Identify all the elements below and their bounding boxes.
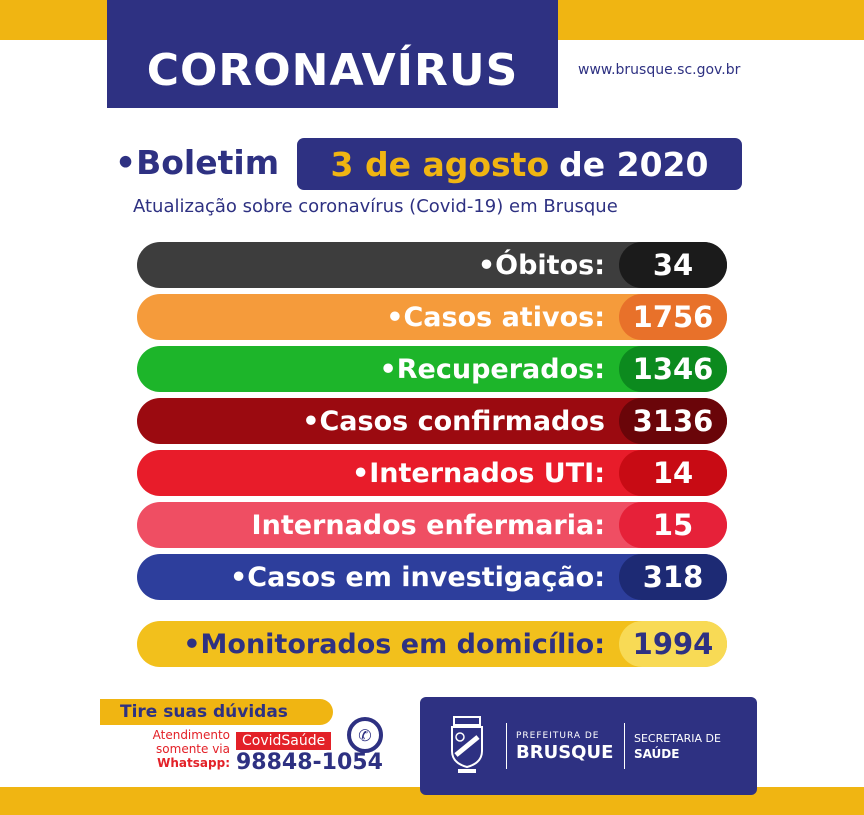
help-line2: somente via bbox=[156, 742, 230, 756]
stat-value: 1994 bbox=[619, 621, 727, 667]
stat-label: •Casos em investigação: bbox=[230, 561, 605, 593]
contact-name: CovidSaúde bbox=[236, 732, 332, 750]
stat-value: 15 bbox=[619, 502, 727, 548]
phone-number[interactable]: 98848-1054 bbox=[236, 750, 383, 775]
page-title: CORONAVÍRUS bbox=[107, 0, 558, 108]
logo-line2: BRUSQUE bbox=[516, 742, 614, 763]
stat-value: 34 bbox=[619, 242, 727, 288]
help-title: Tire suas dúvidas bbox=[100, 699, 333, 725]
stat-row: •Recuperados: 1346 bbox=[137, 346, 727, 392]
bulletin-date: 3 de agosto de 2020 bbox=[297, 138, 742, 190]
stat-value: 3136 bbox=[619, 398, 727, 444]
help-text: Atendimento somente via Whatsapp: bbox=[130, 728, 230, 770]
help-line1: Atendimento bbox=[152, 728, 230, 742]
coat-of-arms-icon bbox=[451, 716, 483, 773]
stat-row: •Óbitos: 34 bbox=[137, 242, 727, 288]
stat-label: •Monitorados em domicílio: bbox=[183, 628, 605, 660]
stat-value: 318 bbox=[619, 554, 727, 600]
stat-value: 1346 bbox=[619, 346, 727, 392]
stat-row: •Internados UTI: 14 bbox=[137, 450, 727, 496]
subtitle: Atualização sobre coronavírus (Covid-19)… bbox=[133, 196, 618, 217]
stat-row: •Monitorados em domicílio: 1994 bbox=[137, 621, 727, 667]
help-line3: Whatsapp: bbox=[157, 756, 230, 770]
website-url: www.brusque.sc.gov.br bbox=[578, 62, 741, 78]
stat-label: •Óbitos: bbox=[477, 249, 605, 281]
stat-row: Internados enfermaria: 15 bbox=[137, 502, 727, 548]
stat-row: •Casos confirmados 3136 bbox=[137, 398, 727, 444]
whatsapp-icon: ✆ bbox=[347, 717, 383, 753]
divider bbox=[506, 723, 507, 769]
stat-row: •Casos ativos: 1756 bbox=[137, 294, 727, 340]
stat-value: 14 bbox=[619, 450, 727, 496]
stat-label: •Casos confirmados bbox=[302, 405, 605, 437]
stat-row: •Casos em investigação: 318 bbox=[137, 554, 727, 600]
stat-value: 1756 bbox=[619, 294, 727, 340]
stat-label: •Casos ativos: bbox=[386, 301, 605, 333]
date-highlight: 3 de agosto bbox=[330, 144, 550, 184]
stat-label: •Internados UTI: bbox=[351, 457, 605, 489]
stat-label: •Recuperados: bbox=[379, 353, 605, 385]
prefeitura-logo: PREFEITURA DE BRUSQUE SECRETARIA DE SAÚD… bbox=[420, 697, 757, 795]
logo-line1: PREFEITURA DE bbox=[516, 731, 600, 741]
divider bbox=[624, 723, 625, 769]
logo-line3: SECRETARIA DE bbox=[634, 732, 721, 745]
logo-line4: SAÚDE bbox=[634, 747, 680, 761]
bulletin-label: •Boletim bbox=[115, 143, 280, 182]
date-year: de 2020 bbox=[559, 144, 709, 184]
stat-label: Internados enfermaria: bbox=[251, 509, 605, 541]
